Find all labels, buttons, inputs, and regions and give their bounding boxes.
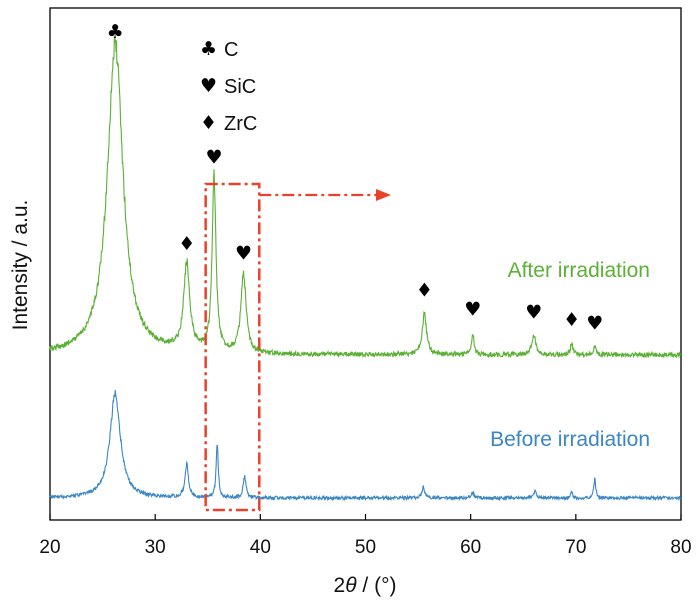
peak-marker-sic: ♥ xyxy=(206,146,223,168)
x-tick-label: 40 xyxy=(250,537,271,558)
peak-marker-c: ♣ xyxy=(107,21,124,43)
peak-marker-sic: ♥ xyxy=(235,243,252,265)
y-axis-title: Intensity / a.u. xyxy=(9,200,32,331)
legend-label-c: C xyxy=(224,39,238,61)
legend-symbol-zrc: ♦ xyxy=(200,112,217,134)
legend-symbol-c: ♣ xyxy=(200,38,217,60)
series-after-irradiation xyxy=(49,35,682,359)
x-tick-label: 30 xyxy=(145,537,166,558)
peak-marker-sic: ♥ xyxy=(525,301,542,323)
peak-marker-zrc: ♦ xyxy=(563,309,580,331)
series-label-after: After irradiation xyxy=(508,259,650,282)
x-axis-title: 2θ / (°) xyxy=(334,574,397,597)
phase-markers: ♣ ♦ ♥ ♥ ♦ ♥ ♥ ♦ ♥ xyxy=(107,21,604,334)
x-axis-ticks: 20 30 40 50 60 70 80 xyxy=(39,514,692,558)
x-tick-label: 50 xyxy=(355,537,376,558)
peak-marker-sic: ♥ xyxy=(464,298,481,320)
x-tick-label: 20 xyxy=(39,537,60,558)
legend: ♣ C ♥ SiC ♦ ZrC xyxy=(200,38,257,135)
series-label-before: Before irradiation xyxy=(490,428,650,451)
peak-marker-zrc: ♦ xyxy=(178,233,195,255)
series-before-irradiation xyxy=(49,390,682,502)
x-tick-label: 70 xyxy=(565,537,586,558)
legend-label-sic: SiC xyxy=(224,76,256,98)
peak-marker-sic: ♥ xyxy=(586,312,603,334)
x-tick-label: 80 xyxy=(670,537,691,558)
highlight-box xyxy=(204,182,261,512)
highlight-arrowhead xyxy=(376,189,391,201)
legend-symbol-sic: ♥ xyxy=(200,75,217,97)
x-tick-label: 60 xyxy=(460,537,481,558)
legend-label-zrc: ZrC xyxy=(224,113,257,135)
peak-marker-zrc: ♦ xyxy=(416,280,433,302)
